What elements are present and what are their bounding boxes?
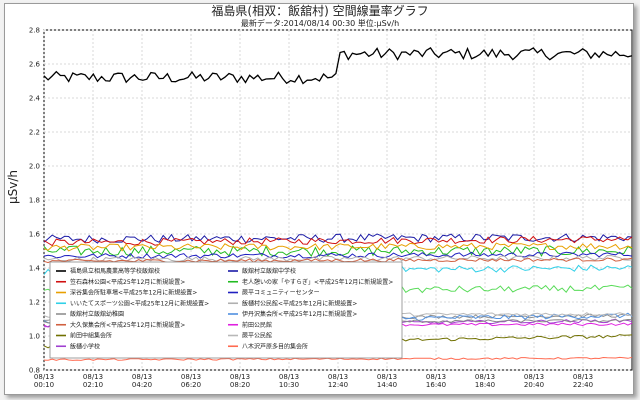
legend-label: 深谷集会所駐車場<平成25年12月に新規設置>: [70, 289, 197, 297]
legend-label: 八木沢芦原多目的集会所: [242, 342, 308, 350]
y-tick-label: 2.6: [29, 61, 41, 69]
x-tick-date: 08/13: [83, 373, 103, 381]
legend-label: いいたてスポーツ公園<平成25年12月に新規設置>: [70, 299, 209, 307]
x-tick-date: 08/13: [524, 373, 544, 381]
x-tick-date: 08/13: [328, 373, 348, 381]
x-tick-date: 08/13: [279, 373, 299, 381]
legend-label: 飯舘村立飯舘幼稚園: [70, 310, 124, 318]
x-tick-date: 08/13: [377, 373, 397, 381]
x-tick-date: 08/13: [573, 373, 593, 381]
x-tick-time: 18:40: [475, 381, 495, 389]
legend-label: 福島県立相馬農業高等学校飯舘校: [70, 267, 160, 275]
x-tick-date: 08/13: [34, 373, 54, 381]
x-tick-time: 14:40: [377, 381, 397, 389]
legend-label: 伊丹沢集会所<平成25年12月に新規設置>: [242, 310, 357, 318]
legend-label: 蕨平公民館: [242, 332, 272, 340]
x-tick-date: 08/13: [181, 373, 201, 381]
x-tick-date: 08/13: [426, 373, 446, 381]
series-line: [43, 235, 633, 247]
y-tick-label: 2.2: [29, 129, 40, 137]
x-tick-time: 08:20: [230, 381, 250, 389]
x-tick-date: 08/13: [132, 373, 152, 381]
legend: 福島県立相馬農業高等学校飯舘校 飯舘村立飯舘中学校笠石森林公園<平成25年12月に…: [49, 261, 403, 359]
legend-label: 蕨平コミュニティーセンター: [242, 289, 320, 297]
series-line: [43, 356, 633, 361]
legend-label: 老人憩いの家「やすらぎ」<平成25年12月に新規設置>: [242, 278, 393, 286]
axes: 0.81.01.21.41.61.82.02.22.42.62.808/1300…: [29, 27, 593, 390]
legend-box: [49, 261, 403, 359]
legend-label: 飯樋村公民館<平成25年12月に新規設置>: [242, 299, 357, 307]
y-tick-label: 2.8: [29, 27, 40, 35]
series-line: [43, 242, 633, 252]
legend-label: 前田公民館: [242, 321, 272, 329]
x-tick-time: 22:40: [573, 381, 593, 389]
x-tick-time: 04:20: [132, 381, 152, 389]
x-tick-time: 16:40: [426, 381, 446, 389]
legend-label: 飯樋小学校: [70, 342, 100, 350]
y-tick-label: 1.8: [29, 197, 40, 205]
y-tick-label: 2.4: [29, 95, 41, 103]
y-tick-label: 1.0: [29, 333, 40, 341]
series-line: [43, 257, 633, 264]
y-tick-label: 1.2: [29, 299, 40, 307]
legend-label: 前田中組集会所: [70, 332, 112, 340]
x-tick-time: 06:20: [181, 381, 201, 389]
y-tick-label: 0.8: [29, 367, 40, 375]
legend-label: 大久保集会所<平成25年12月に新規設置>: [70, 321, 185, 329]
x-tick-time: 02:10: [83, 381, 103, 389]
x-tick-time: 12:40: [328, 381, 348, 389]
y-tick-label: 1.4: [29, 265, 41, 273]
legend-label: 笠石森林公園<平成25年12月に新規設置>: [70, 278, 185, 286]
series-line: [43, 245, 633, 257]
x-tick-time: 10:30: [279, 381, 299, 389]
x-tick-time: 00:10: [34, 381, 54, 389]
chart-subtitle: 最新データ:2014/08/14 00:30 単位:μSv/h: [240, 19, 400, 28]
y-tick-label: 2.0: [29, 163, 40, 171]
y-tick-label: 1.6: [29, 231, 41, 239]
chart-title: 福島県(相双：飯舘村) 空間線量率グラフ: [211, 4, 429, 18]
x-tick-date: 08/13: [230, 373, 250, 381]
series-line: [43, 46, 633, 85]
series-line: [43, 254, 633, 263]
legend-label: 飯舘村立飯舘中学校: [242, 267, 296, 275]
x-tick-date: 08/13: [475, 373, 495, 381]
x-tick-time: 20:40: [524, 381, 544, 389]
